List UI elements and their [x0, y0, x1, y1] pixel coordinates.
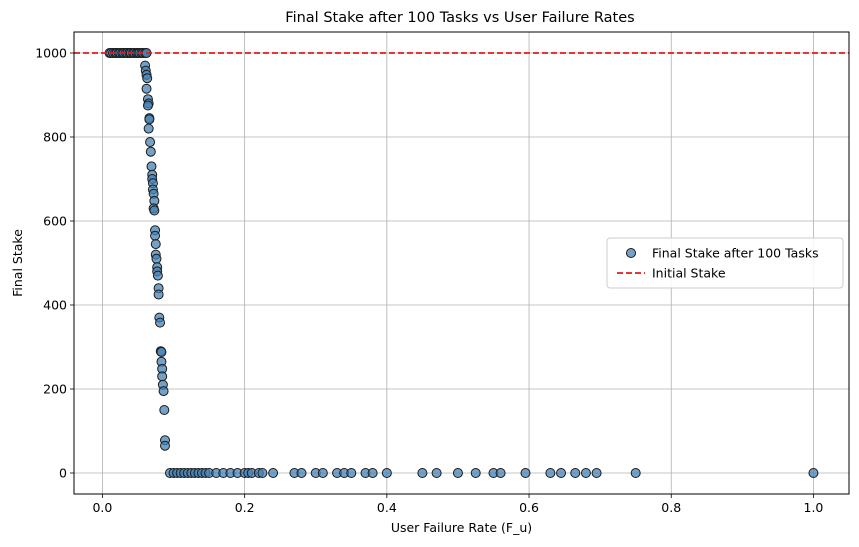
data-point: [431, 468, 442, 478]
x-axis-ticks: 0.0 0.2 0.4 0.6 0.8 1.0: [92, 494, 823, 515]
data-point: [381, 468, 392, 478]
legend-label-initial-stake: Initial Stake: [652, 266, 726, 281]
data-point: [417, 468, 428, 478]
data-point: [156, 347, 167, 358]
data-point: [143, 123, 154, 134]
data-point: [142, 100, 153, 111]
x-tick-label: 0.2: [235, 500, 255, 515]
grid-lines: [74, 32, 849, 494]
data-point: [150, 230, 161, 241]
data-point: [520, 468, 531, 478]
x-axis-label: User Failure Rate (F_u): [391, 520, 532, 535]
y-axis-label: Final Stake: [10, 229, 25, 297]
data-point: [145, 137, 156, 148]
data-point: [153, 289, 164, 300]
plot-frame: [73, 31, 850, 495]
x-tick-label: 0.0: [92, 500, 112, 515]
legend: Final Stake after 100 Tasks Initial Stak…: [606, 237, 844, 289]
data-point: [495, 468, 506, 478]
data-point: [630, 468, 641, 478]
data-point: [580, 468, 591, 478]
data-point: [157, 371, 168, 382]
data-point: [317, 468, 328, 478]
data-point: [149, 205, 160, 216]
data-point: [470, 468, 481, 478]
x-tick-label: 0.6: [519, 500, 539, 515]
data-point: [158, 386, 169, 397]
x-tick-label: 1.0: [804, 500, 824, 515]
y-tick-label: 800: [43, 130, 67, 145]
y-tick-label: 600: [43, 214, 67, 229]
data-point: [150, 239, 161, 250]
data-point: [591, 468, 602, 478]
data-point: [268, 468, 279, 478]
y-axis-ticks: 0 200 400 600 800 1000: [35, 46, 74, 481]
data-point: [346, 468, 357, 478]
legend-label-scatter: Final Stake after 100 Tasks: [652, 246, 819, 261]
x-tick-label: 0.8: [661, 500, 681, 515]
legend-marker-icon: [626, 248, 636, 258]
data-point: [367, 468, 378, 478]
data-point: [808, 468, 819, 478]
data-point: [146, 161, 157, 172]
data-point: [151, 253, 162, 264]
y-tick-label: 1000: [35, 46, 67, 61]
y-tick-label: 400: [43, 298, 67, 313]
chart-title: Final Stake after 100 Tasks vs User Fail…: [285, 10, 634, 26]
data-point: [160, 440, 171, 451]
data-point: [142, 73, 153, 84]
data-point: [257, 468, 268, 478]
data-point: [141, 83, 152, 94]
data-point: [452, 468, 463, 478]
legend-box: [606, 237, 844, 289]
data-point: [556, 468, 567, 478]
y-tick-label: 200: [43, 382, 67, 397]
data-point: [296, 468, 307, 478]
data-point: [145, 146, 156, 157]
data-point: [159, 405, 170, 415]
data-point: [155, 317, 166, 328]
data-points: [104, 48, 819, 478]
y-tick-label: 0: [59, 466, 67, 481]
x-tick-label: 0.4: [377, 500, 397, 515]
data-point: [545, 468, 556, 478]
data-point: [152, 270, 163, 281]
data-point: [144, 114, 155, 125]
data-point: [570, 468, 581, 478]
